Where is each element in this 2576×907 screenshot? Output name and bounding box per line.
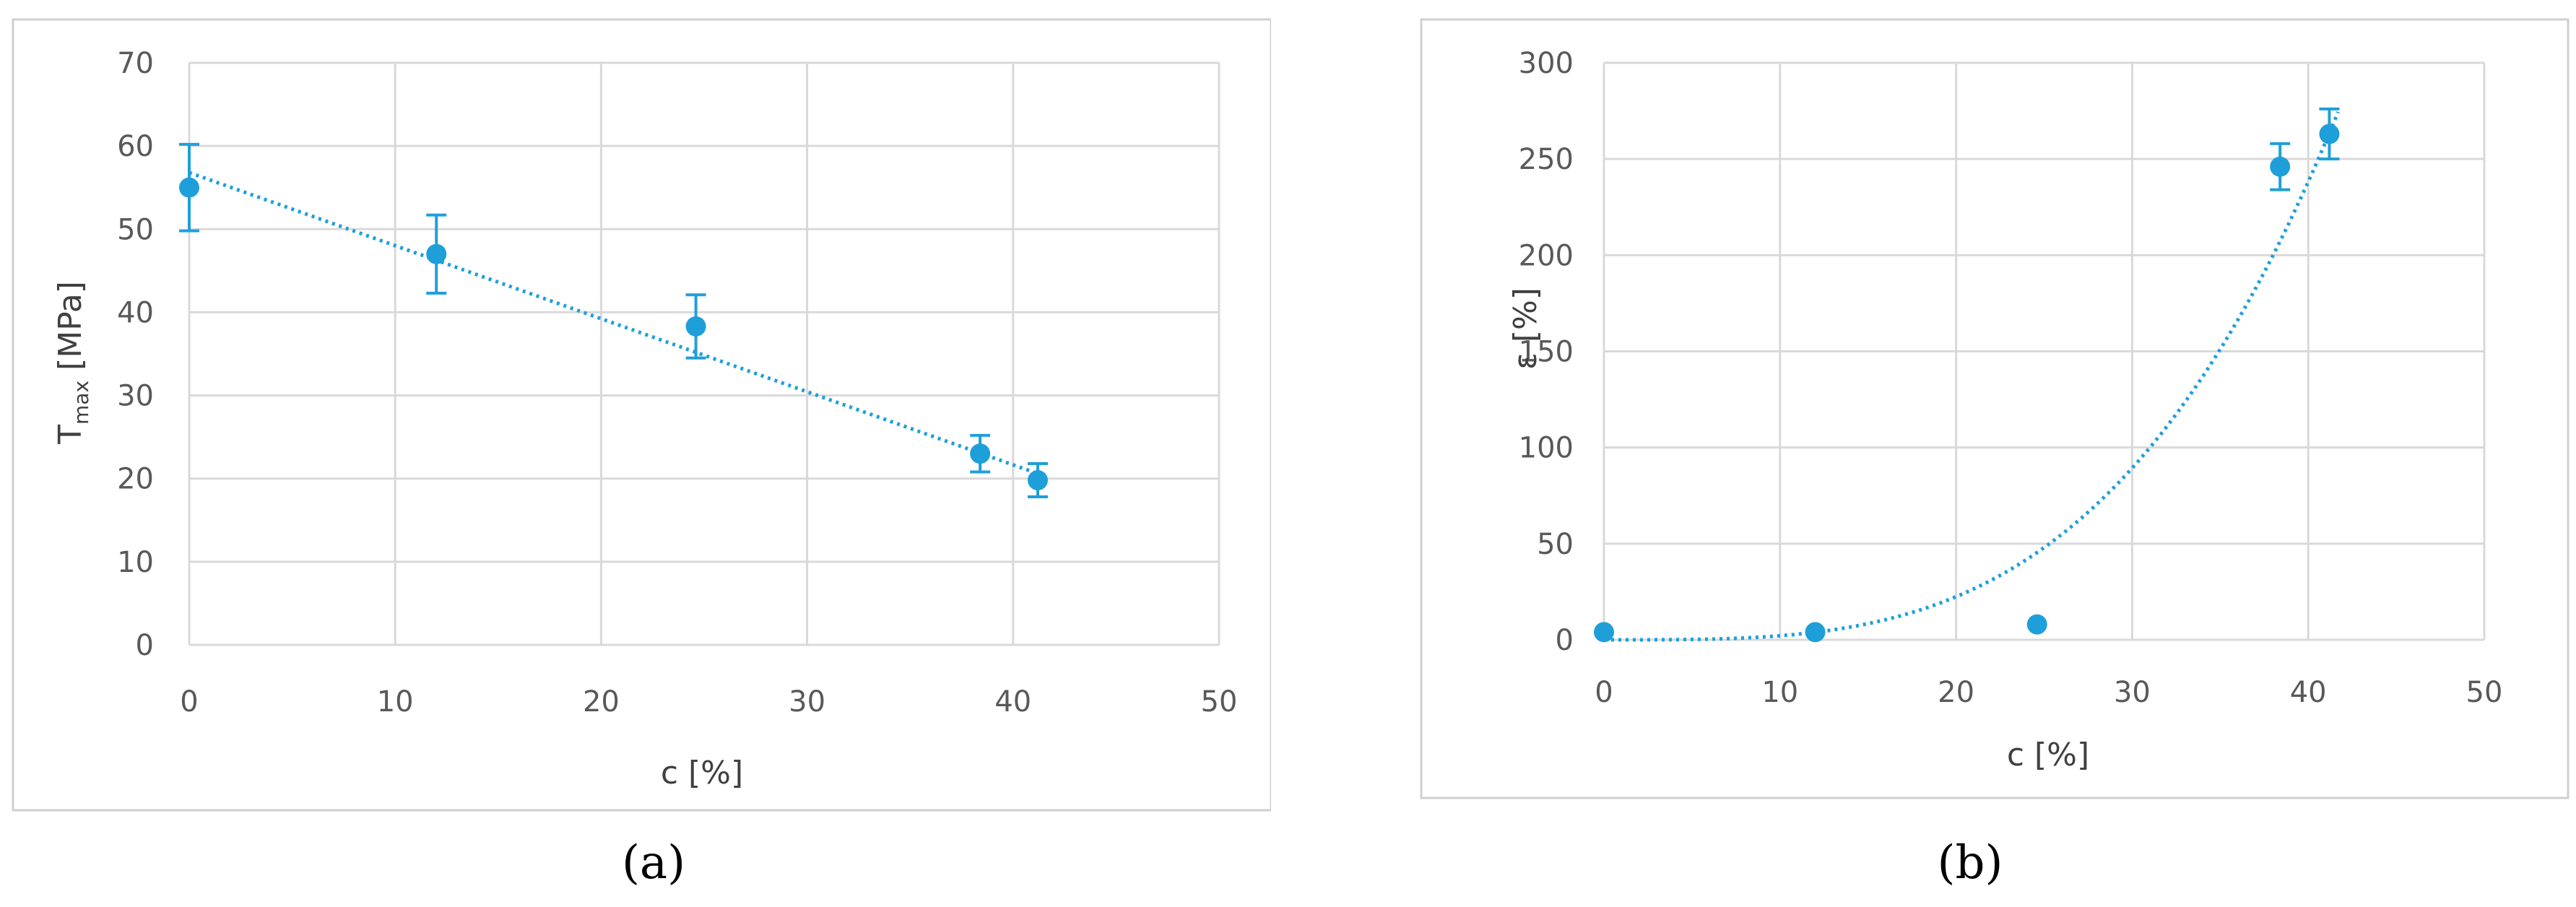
chart-b-data-point: [2270, 156, 2291, 177]
chart-b-xtick-label: 30: [2114, 676, 2151, 709]
chart-a-frame: [12, 18, 1271, 812]
chart-a-ytick-label: 20: [117, 463, 154, 496]
chart-b-ylabel: ε [%]: [1507, 287, 1544, 370]
chart-a-xtick-label: 50: [1201, 685, 1238, 719]
chart-a-data-point: [685, 316, 706, 337]
chart-a-xtick-label: 10: [377, 685, 414, 719]
chart-a-data-point: [426, 243, 447, 264]
chart-b-ytick-label: 200: [1519, 239, 1574, 272]
chart-b-trendline: [1604, 111, 2340, 642]
chart-a-xtick-label: 30: [789, 685, 825, 719]
chart-b-ytick-label: 0: [1556, 624, 1574, 657]
chart-b-data-point: [1594, 622, 1614, 643]
chart-a-ytick-label: 60: [117, 130, 154, 163]
chart-b-ytick-label: 150: [1519, 336, 1574, 369]
chart-b-ytick-label: 300: [1519, 47, 1574, 80]
chart-a-grid: [188, 61, 1220, 646]
chart-a-ytick-label: 50: [117, 213, 154, 246]
chart-b-data-point: [1805, 622, 1826, 643]
chart-b-caption: (b): [1938, 836, 2003, 890]
chart-b-ylabel-main: ε [%]: [1507, 287, 1544, 370]
chart-b-xtick-label: 10: [1761, 676, 1798, 709]
chart-a: 0 10 20 30 40 50 60 70 0 10 20 30 40 50 c [%] Tmax [M…: [12, 18, 1271, 890]
chart-a-caption: (a): [622, 836, 685, 890]
chart-a-trendline-group: [188, 170, 1038, 476]
chart-b-ytick-label: 250: [1519, 143, 1574, 176]
chart-b-data-point: [2319, 123, 2340, 144]
chart-b-data-point: [2026, 614, 2047, 635]
chart-a-data-point: [1028, 470, 1049, 491]
chart-b: 0 50 100 150 200 250 300 0 10 20 30 40 50 c [%] ε [%…: [1420, 18, 2570, 890]
chart-b-trendline-group: [1604, 111, 2340, 642]
chart-b-grid: [1603, 61, 2486, 641]
chart-b-xlabel: c [%]: [2007, 737, 2089, 773]
chart-b-points-group: [1594, 107, 2340, 643]
chart-b-xtick-label: 20: [1938, 676, 1974, 709]
chart-a-ytick-label: 0: [136, 629, 154, 662]
chart-b-ticks: 0 50 100 150 200 250 300 0 10 20 30 40 50: [1519, 47, 2503, 709]
chart-a-ylabel: Tmax [MPa]: [52, 281, 93, 445]
chart-b-frame: [1420, 18, 2570, 799]
chart-a-xtick-label: 20: [583, 685, 620, 719]
chart-b-xtick-label: 0: [1595, 676, 1613, 709]
chart-a-ylabel-sub: max: [69, 381, 93, 425]
chart-a-data-point: [179, 177, 199, 198]
chart-b-ytick-label: 100: [1519, 432, 1574, 465]
chart-a-ylabel-unit: [MPa]: [52, 281, 89, 381]
chart-a-ytick-label: 70: [117, 47, 154, 80]
chart-a-xtick-label: 0: [180, 685, 198, 719]
chart-a-ytick-label: 30: [117, 380, 154, 413]
chart-a-ticks: 0 10 20 30 40 50 60 70 0 10 20 30 40 50: [117, 47, 1237, 719]
chart-a-ylabel-main: T: [52, 425, 89, 445]
chart-b-xtick-label: 50: [2466, 676, 2503, 709]
chart-a-ytick-label: 40: [117, 296, 154, 329]
chart-a-trendline: [188, 170, 1038, 476]
chart-a-ytick-label: 10: [117, 546, 154, 579]
chart-a-data-point: [970, 443, 991, 464]
chart-b-xtick-label: 40: [2290, 676, 2327, 709]
chart-a-xlabel: c [%]: [661, 755, 743, 791]
chart-a-xtick-label: 40: [994, 685, 1031, 719]
chart-b-ytick-label: 50: [1537, 528, 1574, 561]
chart-a-points-group: [179, 142, 1049, 499]
